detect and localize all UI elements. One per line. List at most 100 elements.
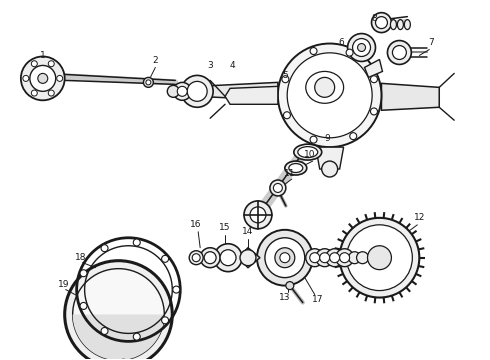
Text: 12: 12 <box>414 213 425 222</box>
Circle shape <box>287 53 372 138</box>
Circle shape <box>348 252 361 264</box>
Circle shape <box>146 80 151 85</box>
Circle shape <box>192 254 200 262</box>
Circle shape <box>310 253 319 263</box>
Text: 17: 17 <box>312 295 323 304</box>
Circle shape <box>48 61 54 67</box>
Text: 1: 1 <box>40 51 46 60</box>
Circle shape <box>316 249 334 267</box>
Circle shape <box>286 282 294 289</box>
Circle shape <box>189 251 203 265</box>
Circle shape <box>38 73 48 84</box>
Text: 3: 3 <box>207 61 213 70</box>
Text: 16: 16 <box>191 220 202 229</box>
Circle shape <box>275 248 295 268</box>
Text: 13: 13 <box>279 293 291 302</box>
Polygon shape <box>238 248 260 268</box>
Polygon shape <box>225 86 278 104</box>
Circle shape <box>31 90 37 96</box>
Circle shape <box>187 81 207 101</box>
Circle shape <box>278 44 382 147</box>
Text: 4: 4 <box>229 61 235 70</box>
Circle shape <box>270 180 286 196</box>
Circle shape <box>346 49 353 56</box>
Ellipse shape <box>298 147 318 158</box>
Circle shape <box>336 249 354 267</box>
Circle shape <box>347 33 375 62</box>
Text: 6: 6 <box>339 38 344 47</box>
Circle shape <box>48 90 54 96</box>
Circle shape <box>220 250 236 266</box>
Text: 14: 14 <box>242 227 254 236</box>
Circle shape <box>214 244 242 272</box>
Circle shape <box>133 239 140 246</box>
Circle shape <box>250 207 266 223</box>
Circle shape <box>80 302 87 309</box>
Circle shape <box>133 333 140 340</box>
Circle shape <box>375 17 388 28</box>
Circle shape <box>101 328 108 334</box>
Circle shape <box>283 112 291 119</box>
Circle shape <box>273 184 282 193</box>
Circle shape <box>30 66 56 91</box>
Circle shape <box>346 225 413 291</box>
Ellipse shape <box>391 20 396 30</box>
Circle shape <box>73 269 164 360</box>
Polygon shape <box>382 84 439 110</box>
Ellipse shape <box>294 144 322 160</box>
Circle shape <box>371 13 392 32</box>
Circle shape <box>330 253 340 263</box>
Circle shape <box>265 238 305 278</box>
Text: 19: 19 <box>58 280 70 289</box>
Circle shape <box>282 76 289 83</box>
Circle shape <box>319 253 330 263</box>
Circle shape <box>31 61 37 67</box>
Circle shape <box>57 75 63 81</box>
Circle shape <box>353 39 370 57</box>
Text: 15: 15 <box>220 223 231 232</box>
Polygon shape <box>365 59 383 77</box>
Polygon shape <box>197 82 278 100</box>
Circle shape <box>306 249 324 267</box>
Circle shape <box>257 230 313 285</box>
Text: 2: 2 <box>152 56 158 65</box>
Circle shape <box>315 77 335 97</box>
Circle shape <box>326 249 343 267</box>
Text: 18: 18 <box>75 253 86 262</box>
Text: 11: 11 <box>284 168 295 177</box>
Circle shape <box>162 317 169 324</box>
Circle shape <box>370 76 377 83</box>
Circle shape <box>388 41 412 64</box>
Polygon shape <box>316 147 343 169</box>
Circle shape <box>101 245 108 252</box>
Circle shape <box>65 261 172 360</box>
Circle shape <box>200 248 220 268</box>
Circle shape <box>370 108 377 115</box>
Text: 9: 9 <box>325 134 331 143</box>
Circle shape <box>240 250 256 266</box>
Circle shape <box>173 286 180 293</box>
Circle shape <box>358 44 366 51</box>
Circle shape <box>340 218 419 298</box>
Circle shape <box>177 86 187 96</box>
Circle shape <box>80 270 87 277</box>
Circle shape <box>144 77 153 87</box>
Circle shape <box>173 82 191 100</box>
Circle shape <box>350 133 357 140</box>
Circle shape <box>23 75 29 81</box>
Text: 8: 8 <box>371 14 377 23</box>
Circle shape <box>119 359 128 360</box>
Circle shape <box>280 253 290 263</box>
Wedge shape <box>73 315 164 360</box>
Circle shape <box>21 57 65 100</box>
Circle shape <box>322 161 338 177</box>
Circle shape <box>340 253 349 263</box>
Circle shape <box>392 45 406 59</box>
Circle shape <box>310 48 317 54</box>
Ellipse shape <box>306 71 343 103</box>
Circle shape <box>204 252 216 264</box>
Ellipse shape <box>397 20 403 30</box>
Ellipse shape <box>285 161 307 175</box>
Text: 7: 7 <box>428 38 434 47</box>
Circle shape <box>181 75 213 107</box>
